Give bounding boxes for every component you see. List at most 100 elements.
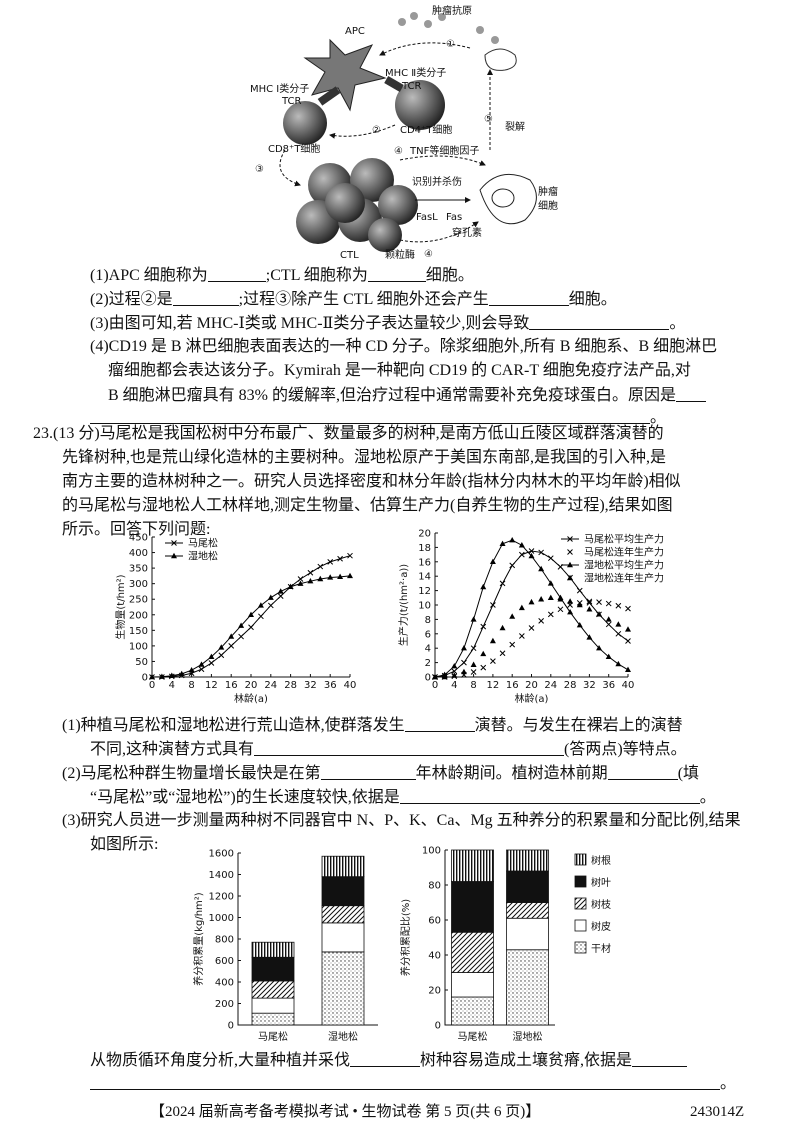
marker — [596, 599, 602, 605]
marker — [509, 537, 516, 543]
marker — [625, 626, 631, 632]
marker — [267, 594, 274, 600]
q22-line: 。 — [90, 407, 666, 428]
diagram-label: 识别并杀伤 — [412, 175, 462, 188]
marker — [499, 650, 506, 657]
q23-line: 如图所示: — [90, 835, 158, 855]
marker — [297, 580, 304, 586]
marker — [567, 598, 574, 604]
bar-segment — [451, 996, 494, 1026]
y-tick-label: 8 — [425, 615, 431, 626]
marker — [470, 616, 477, 622]
q23-line: (3)研究人员进一步测量两种树不同器官中 N、P、K、Ca、Mg 五种养分的积累… — [62, 811, 741, 831]
marker — [198, 666, 205, 673]
x-tick-label: 40 — [622, 680, 635, 691]
bar-segment — [506, 917, 549, 951]
bar-segment — [321, 951, 365, 1026]
text: 演替。与发生在裸岩上的演替 — [474, 717, 683, 734]
marker — [470, 669, 477, 675]
marker — [538, 549, 545, 556]
q22-line: (4)CD19 是 B 淋巴细胞表面表达的一种 CD 分子。除浆细胞外,所有 B… — [90, 337, 717, 357]
legend-label: 树皮 — [591, 920, 611, 933]
y-tick-label: 400 — [129, 548, 148, 559]
diagram-label: ⑤ — [484, 114, 493, 125]
text: (3)研究人员进一步测量两种树不同器官中 N、P、K、Ca、Mg 五种养分的积累… — [62, 812, 741, 829]
marker — [509, 613, 516, 619]
x-axis-label: 林龄(a) — [515, 692, 549, 705]
text: 所示。回答下列问题: — [62, 521, 211, 538]
y-tick-label: 600 — [215, 956, 234, 967]
diagram-label: 穿孔素 — [452, 226, 482, 239]
diagram-label: MHC Ⅰ类分子 — [250, 82, 309, 95]
marker — [347, 572, 353, 579]
y-tick-label: 1400 — [209, 870, 234, 881]
diagram-label: 细胞 — [538, 199, 558, 212]
bar-segment — [451, 849, 494, 882]
text: 先锋树种,也是荒山绿化造林的主要树种。湿地松原产于美国东南部,是我国的引入种,是 — [62, 449, 667, 466]
marker — [538, 596, 545, 602]
marker — [586, 634, 593, 640]
marker — [547, 555, 554, 562]
diagram-label: FasL — [416, 212, 438, 223]
marker — [625, 638, 631, 644]
text: (3)由图可知,若 MHC-Ⅰ类或 MHC-Ⅱ类分子表达量较少,则会导致 — [90, 315, 530, 332]
bar-segment — [321, 905, 365, 924]
x-tick-label: 8 — [188, 680, 194, 691]
marker — [307, 577, 314, 584]
legend-label: 湿地松 — [188, 550, 218, 563]
marker — [158, 673, 165, 679]
marker — [605, 616, 612, 622]
marker — [586, 598, 593, 605]
y-tick-label: 16 — [418, 557, 431, 568]
diagram-label: APC — [345, 26, 365, 37]
marker — [518, 633, 525, 639]
diagram-label: TNF等细胞因子 — [409, 144, 479, 157]
marker — [547, 580, 554, 586]
text: (1)APC 细胞称为 — [90, 267, 208, 284]
x-axis-label: 林龄(a) — [234, 692, 268, 705]
q22-line: (3)由图可知,若 MHC-Ⅰ类或 MHC-Ⅱ类分子表达量较少,则会导致 。 — [90, 313, 685, 334]
text: 不同,这种演替方式具有 — [90, 741, 255, 758]
marker — [171, 540, 177, 546]
text: 。 — [669, 315, 686, 332]
diagram-label: ② — [372, 125, 381, 136]
marker — [461, 659, 467, 666]
x-tick-label: 马尾松 — [458, 1030, 488, 1043]
marker — [605, 653, 612, 660]
marker — [248, 611, 254, 617]
marker — [218, 644, 225, 650]
y-tick-label: 0 — [142, 673, 148, 684]
marker — [317, 575, 324, 582]
bar-segment — [321, 876, 365, 907]
text: 细胞。 — [568, 291, 617, 308]
marker — [178, 670, 185, 677]
marker — [337, 573, 344, 580]
text: 瘤细胞都会表达该分子。Kymirah 是一种靶向 CD19 的 CAR-T 细胞… — [108, 362, 691, 379]
diagram-label: ③ — [255, 164, 264, 175]
y-tick-label: 6 — [425, 629, 431, 640]
marker — [615, 602, 622, 609]
text: 。 — [699, 789, 716, 806]
text: (1)种植马尾松和湿地松进行荒山造林,使群落发生 — [62, 717, 405, 734]
q22-line: B 细胞淋巴瘤具有 83% 的缓解率,但治疗过程中通常需要补充免疫球蛋白。原因是 — [108, 385, 707, 406]
diagram-label: CD8⁺T细胞 — [268, 142, 320, 155]
bar-segment — [506, 849, 549, 872]
marker — [567, 609, 574, 615]
marker — [258, 613, 264, 620]
x-tick-label: 12 — [205, 680, 218, 691]
marker — [586, 606, 593, 612]
marker — [518, 542, 525, 548]
marker — [490, 602, 496, 608]
marker — [238, 622, 245, 628]
text: 南方主要的造林树种之一。研究人员选择密度和林分年龄(指林分内林木的平均年龄)相似 — [62, 473, 681, 490]
legend-label: 湿地松连年生产力 — [584, 572, 664, 585]
text: ;CTL 细胞称为 — [265, 267, 368, 284]
y-tick-label: 200 — [129, 610, 148, 621]
legend-swatch — [574, 919, 587, 932]
diagram-label: TCR — [401, 81, 422, 92]
marker — [347, 552, 353, 559]
y-tick-label: 300 — [129, 579, 148, 590]
x-tick-label: 28 — [284, 680, 297, 691]
y-tick-label: 1000 — [209, 913, 234, 924]
text: B 细胞淋巴瘤具有 83% 的缓解率,但治疗过程中通常需要补充免疫球蛋白。原因是 — [108, 387, 677, 404]
